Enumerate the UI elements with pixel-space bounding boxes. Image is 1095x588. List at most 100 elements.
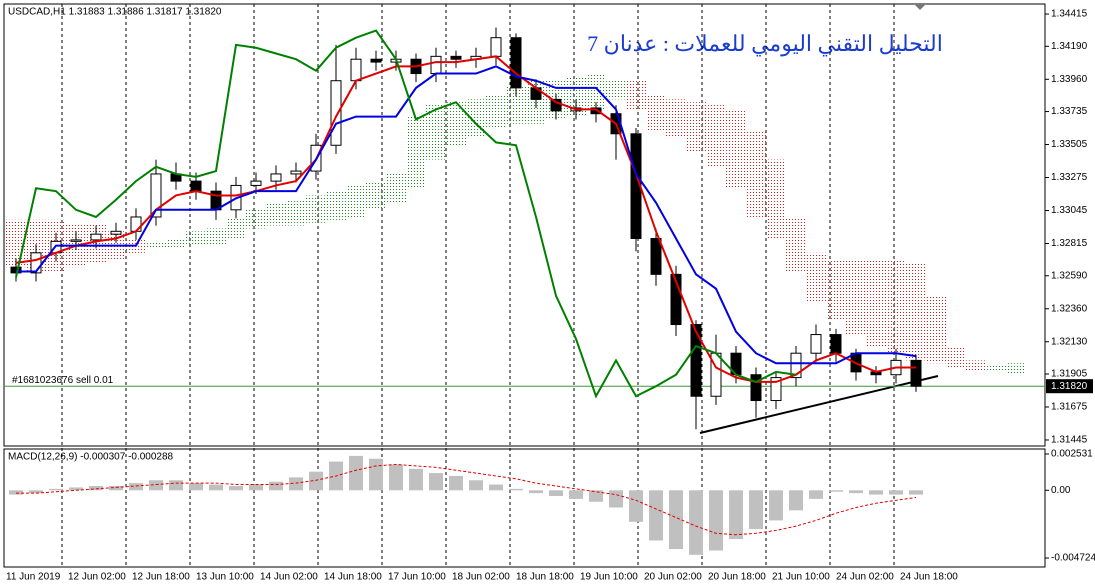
x-tick-label: 14 Jun 02:00 — [260, 572, 318, 583]
cloud — [806, 252, 826, 304]
macd-bar — [869, 490, 883, 495]
macd-bar — [29, 490, 43, 494]
candle-body — [750, 374, 762, 402]
y-tick-label: 1.31445 — [1051, 435, 1088, 446]
cloud — [306, 195, 326, 223]
macd-bar — [689, 490, 703, 555]
candle-body — [30, 252, 42, 274]
macd-bar — [809, 490, 823, 499]
macd-bar — [209, 484, 223, 491]
macd-bar — [729, 490, 743, 540]
x-tick-label: 24 Jun 02:00 — [836, 572, 894, 583]
x-tick-label: 13 Jun 10:00 — [196, 572, 254, 583]
cloud — [186, 231, 206, 246]
cloud — [226, 216, 246, 239]
cloud — [426, 105, 446, 160]
candle-body — [110, 230, 122, 235]
cloud — [586, 73, 606, 110]
cloud — [446, 102, 466, 146]
macd-bar — [469, 480, 483, 491]
trend-line — [699, 375, 939, 434]
cloud — [986, 364, 1006, 372]
macd-bar — [289, 477, 303, 491]
macd-bar — [749, 490, 763, 530]
x-tick-label: 11 Jun 2019 — [6, 572, 61, 583]
macd-bar — [829, 490, 843, 492]
indicator-line — [16, 65, 917, 365]
cloud — [506, 85, 526, 124]
macd-bar — [669, 490, 683, 550]
price-label: 1.31820 — [1051, 381, 1088, 392]
macd-bar — [509, 488, 523, 491]
macd-bar — [149, 480, 163, 491]
candle-body — [550, 98, 562, 112]
candle-body — [190, 180, 202, 192]
cloud — [886, 259, 906, 354]
x-tick-label: 19 Jun 10:00 — [580, 572, 638, 583]
macd-bar — [269, 481, 283, 491]
candle-body — [350, 58, 362, 82]
macd-bar — [889, 490, 903, 495]
x-tick-label: 12 Jun 02:00 — [68, 572, 126, 583]
candle-body — [150, 173, 162, 218]
cloud — [926, 295, 946, 364]
macd-bar — [549, 490, 563, 497]
cloud — [946, 346, 966, 368]
macd-bar — [69, 487, 83, 491]
cloud — [846, 259, 866, 335]
candle-body — [290, 170, 302, 175]
cloud — [786, 216, 806, 272]
price-label-box — [1046, 379, 1093, 394]
candle-body — [910, 359, 922, 387]
main-panel — [3, 3, 1046, 447]
y-tick-label: -0.004724 — [1051, 553, 1095, 564]
cloud — [746, 130, 766, 217]
indicator-line — [15, 29, 797, 399]
y-tick-label: 1.33275 — [1051, 172, 1088, 183]
shift-marker — [914, 4, 926, 10]
x-tick-label: 14 Jun 18:00 — [324, 572, 382, 583]
signal-line — [16, 463, 917, 536]
y-tick-label: 1.33505 — [1051, 139, 1088, 150]
cloud — [726, 109, 746, 189]
cloud — [1006, 363, 1026, 375]
cloud — [386, 173, 406, 203]
macd-bar — [9, 490, 23, 495]
x-tick-label: 18 Jun 18:00 — [516, 572, 574, 583]
cloud — [286, 199, 306, 226]
cloud — [566, 76, 586, 117]
y-tick-label: 1.33045 — [1051, 205, 1088, 216]
x-tick-label: 24 Jun 18:00 — [900, 572, 958, 583]
cloud — [826, 259, 846, 321]
candle-body — [510, 37, 522, 89]
chart-title: USDCAD,H1 1.31883 1.31886 1.31817 1.3182… — [8, 7, 222, 18]
macd-bar — [189, 483, 203, 491]
macd-bar — [109, 485, 123, 491]
cloud — [866, 259, 886, 347]
x-tick-label: 20 Jun 18:00 — [708, 572, 766, 583]
macd-bar — [49, 488, 63, 491]
candle-body — [770, 377, 782, 402]
cloud — [246, 209, 266, 229]
candle-body — [270, 173, 282, 182]
macd-bar — [389, 464, 403, 491]
cloud — [706, 105, 726, 167]
cloud — [646, 95, 666, 131]
annotation: التحليل التقني اليومي للعملات : عدنان 7 — [587, 31, 943, 57]
candle-body — [650, 237, 662, 275]
macd-bar — [489, 484, 503, 491]
candle-body — [590, 107, 602, 115]
macd-bar — [569, 490, 583, 499]
cloud — [206, 228, 226, 246]
y-tick-label: 1.33960 — [1051, 74, 1088, 85]
macd-bar — [349, 455, 363, 491]
candle-body — [790, 352, 802, 379]
indicator-line — [15, 55, 916, 383]
candle-body — [370, 58, 382, 63]
candle-body — [450, 55, 462, 60]
cloud — [906, 262, 926, 361]
y-tick-label: 1.33735 — [1051, 106, 1088, 117]
cloud — [486, 95, 506, 129]
